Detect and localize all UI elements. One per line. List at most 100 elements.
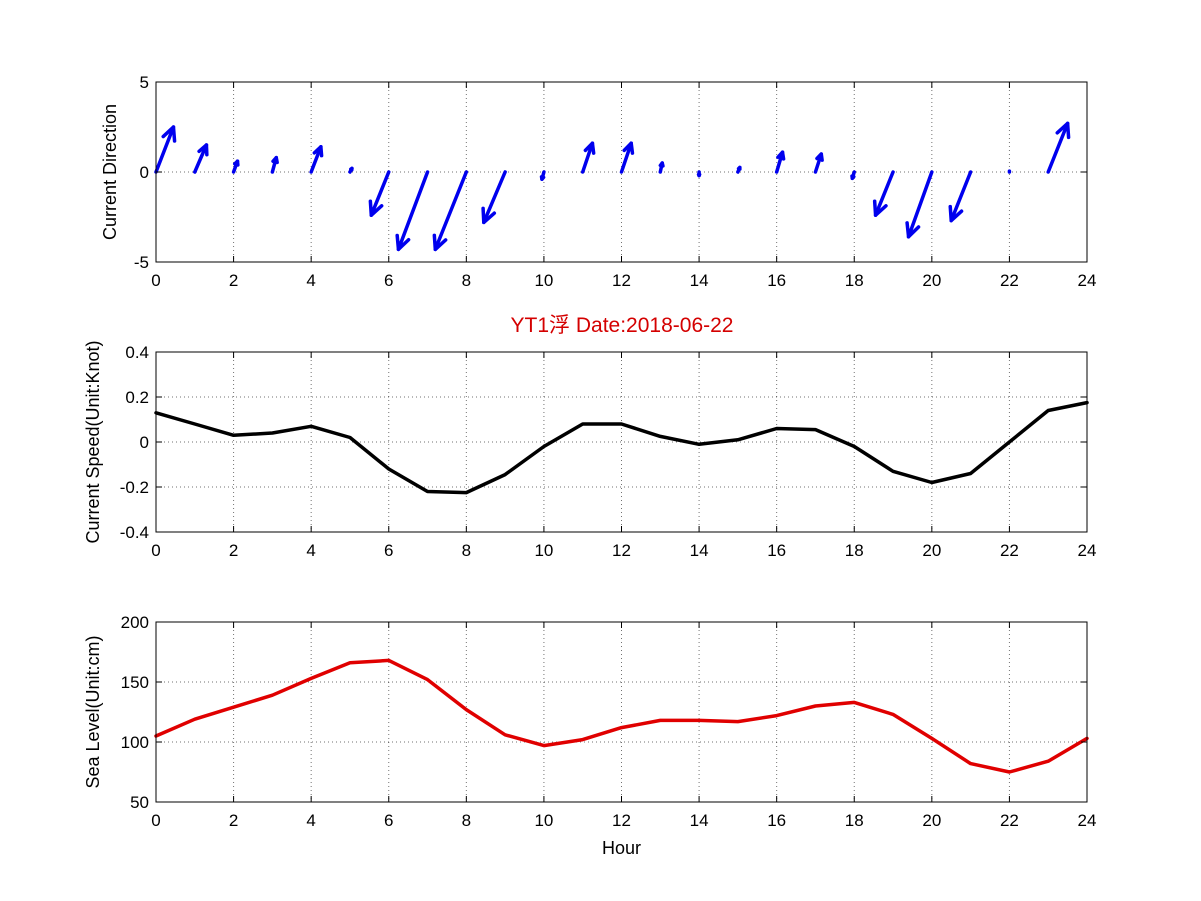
arrow-head <box>197 143 209 157</box>
sea-level-x-tick-label: 14 <box>690 811 709 830</box>
direction-x-tick-label: 24 <box>1078 271 1097 290</box>
speed-y-axis-label: Current Speed(Unit:Knot) <box>83 340 103 543</box>
direction-arrow <box>948 170 973 223</box>
sea-level-data-point <box>891 713 895 716</box>
speed-data-point <box>1047 409 1050 412</box>
sea-level-data-point <box>1008 770 1011 774</box>
arrow-shaft <box>154 125 176 174</box>
speed-y-tick-label: 0 <box>140 433 149 452</box>
speed-x-tick-label: 18 <box>845 541 864 560</box>
sea-level-data-point <box>775 714 778 717</box>
arrow-head <box>815 152 824 162</box>
speed-data-point <box>193 422 196 426</box>
direction-y-tick-label: 5 <box>140 73 149 92</box>
sea-level-data-point <box>659 719 662 722</box>
speed-data-point <box>736 438 740 441</box>
sea-level-y-tick-label: 50 <box>130 793 149 812</box>
sea-level-data-point <box>309 677 313 680</box>
sea-level-data-point <box>814 704 817 708</box>
sea-level-x-tick-label: 20 <box>922 811 941 830</box>
direction-arrow <box>368 170 391 217</box>
arrow-shaft <box>433 170 469 252</box>
sea-level-x-tick-label: 24 <box>1078 811 1097 830</box>
arrow-head <box>395 233 411 252</box>
direction-y-tick-label: 0 <box>140 163 149 182</box>
speed-data-point <box>465 491 468 494</box>
speed-data-point <box>814 428 817 431</box>
sea-level-data-point <box>969 762 972 765</box>
direction-arrow <box>619 141 635 174</box>
sea-level-x-tick-label: 6 <box>384 811 393 830</box>
speed-x-tick-label: 6 <box>384 541 393 560</box>
direction-arrow <box>193 143 209 174</box>
direction-arrow <box>154 125 177 174</box>
sea-level-x-tick-label: 18 <box>845 811 864 830</box>
direction-arrow <box>736 165 742 174</box>
speed-x-tick-label: 4 <box>306 541 315 560</box>
direction-arrow <box>774 150 786 174</box>
sea-level-data-point <box>620 726 623 729</box>
arrow-head <box>432 233 448 252</box>
arrow-shaft <box>482 170 507 225</box>
speed-x-tick-label: 0 <box>151 541 160 560</box>
direction-arrow <box>905 170 934 239</box>
direction-x-tick-label: 4 <box>306 271 315 290</box>
sea-level-x-tick-label: 2 <box>229 811 238 830</box>
sea-level-data-point <box>193 718 196 721</box>
sea-level-x-tick-label: 10 <box>534 811 553 830</box>
speed-data-point <box>969 472 972 475</box>
sea-level-data-point <box>348 661 352 664</box>
arrow-head <box>539 175 546 181</box>
arrow-shaft <box>906 170 934 239</box>
sea-level-x-tick-label: 16 <box>767 811 786 830</box>
direction-x-tick-label: 8 <box>462 271 471 290</box>
sea-level-data-point <box>426 678 429 681</box>
sea-level-y-tick-label: 150 <box>121 673 149 692</box>
arrow-shaft <box>873 170 895 217</box>
sea-level-data-point <box>1047 760 1050 763</box>
arrow-shaft <box>619 141 633 174</box>
arrow-shaft <box>369 170 391 217</box>
speed-x-tick-label: 20 <box>922 541 941 560</box>
sea-level-data-point <box>853 701 856 704</box>
arrow-head <box>872 199 888 217</box>
current-speed-panel: 0 2 4 6 8 10 12 14 16 18 20 22 24-0.4-0.200.20.4Curr… <box>83 340 1096 560</box>
direction-x-tick-label: 0 <box>151 271 160 290</box>
arrow-head <box>658 161 665 168</box>
sea-level-y-axis-label: Sea Level(Unit:cm) <box>83 635 103 788</box>
speed-data-point <box>1008 440 1011 444</box>
speed-y-tick-label: -0.4 <box>120 523 149 542</box>
speed-x-tick-label: 22 <box>1000 541 1019 560</box>
arrow-head <box>161 125 177 143</box>
speed-y-tick-label: -0.2 <box>120 478 149 497</box>
arrow-shaft <box>309 145 323 174</box>
direction-arrow <box>432 170 469 252</box>
direction-y-tick-label: -5 <box>134 253 149 272</box>
arrow-head <box>312 145 324 158</box>
sea-level-data-point <box>503 733 507 736</box>
direction-arrow <box>348 166 354 174</box>
direction-y-axis-label: Current Direction <box>100 104 120 240</box>
speed-x-tick-label: 8 <box>462 541 471 560</box>
direction-x-tick-label: 10 <box>534 271 553 290</box>
direction-arrow <box>850 170 856 181</box>
direction-arrow <box>872 170 895 217</box>
sea-level-data-point <box>697 719 701 722</box>
direction-arrow <box>1046 121 1071 174</box>
arrow-head <box>583 141 596 155</box>
speed-x-tick-label: 24 <box>1078 541 1097 560</box>
speed-data-point <box>581 422 584 426</box>
direction-x-tick-label: 14 <box>690 271 709 290</box>
sea-level-data-point <box>271 694 274 697</box>
sea-level-x-tick-label: 22 <box>1000 811 1019 830</box>
direction-x-tick-label: 12 <box>612 271 631 290</box>
speed-data-point <box>891 470 895 473</box>
direction-arrow <box>309 145 324 174</box>
arrow-shaft <box>580 141 595 174</box>
arrow-shaft <box>193 143 209 174</box>
speed-data-point <box>853 445 856 448</box>
arrow-shaft <box>1046 121 1070 174</box>
